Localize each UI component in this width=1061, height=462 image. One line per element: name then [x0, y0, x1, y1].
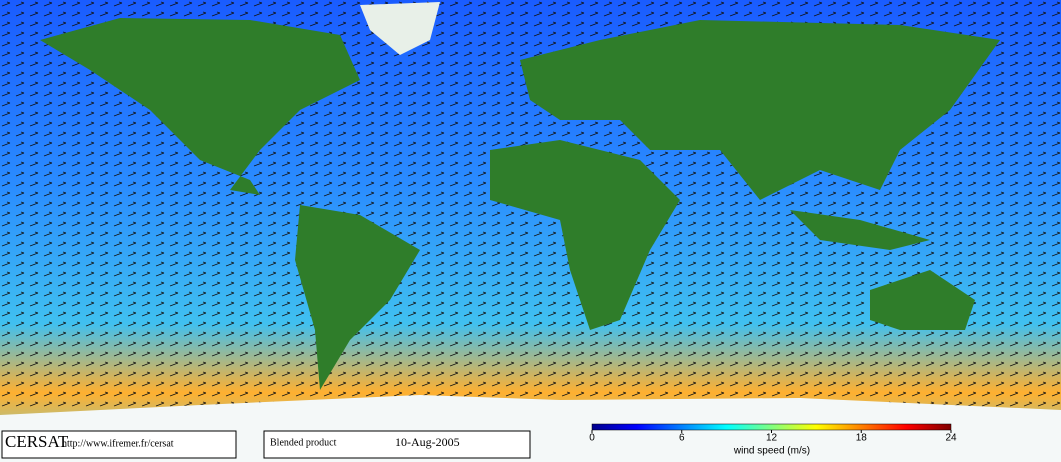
colorbar — [591, 423, 952, 431]
footer: CERSAT http://www.ifremer.fr/cersat Blen… — [1, 430, 810, 459]
url: http://www.ifremer.fr/cersat — [62, 438, 174, 449]
colorbar-tick-label: 12 — [766, 433, 778, 444]
colorbar-tick-label: 18 — [856, 433, 868, 444]
colorbar-tick-label: 0 — [589, 433, 595, 444]
logo: CERSAT — [5, 432, 69, 451]
product-box — [263, 430, 531, 459]
colorbar-tick-label: 6 — [679, 433, 685, 444]
product: Blended product — [270, 437, 337, 448]
colorbar-label: wind speed (m/s) — [733, 446, 810, 457]
colorbar-tick-label: 24 — [945, 433, 957, 444]
land — [40, 2, 1000, 390]
logo-box — [1, 430, 237, 459]
date: 10-Aug-2005 — [395, 435, 460, 449]
